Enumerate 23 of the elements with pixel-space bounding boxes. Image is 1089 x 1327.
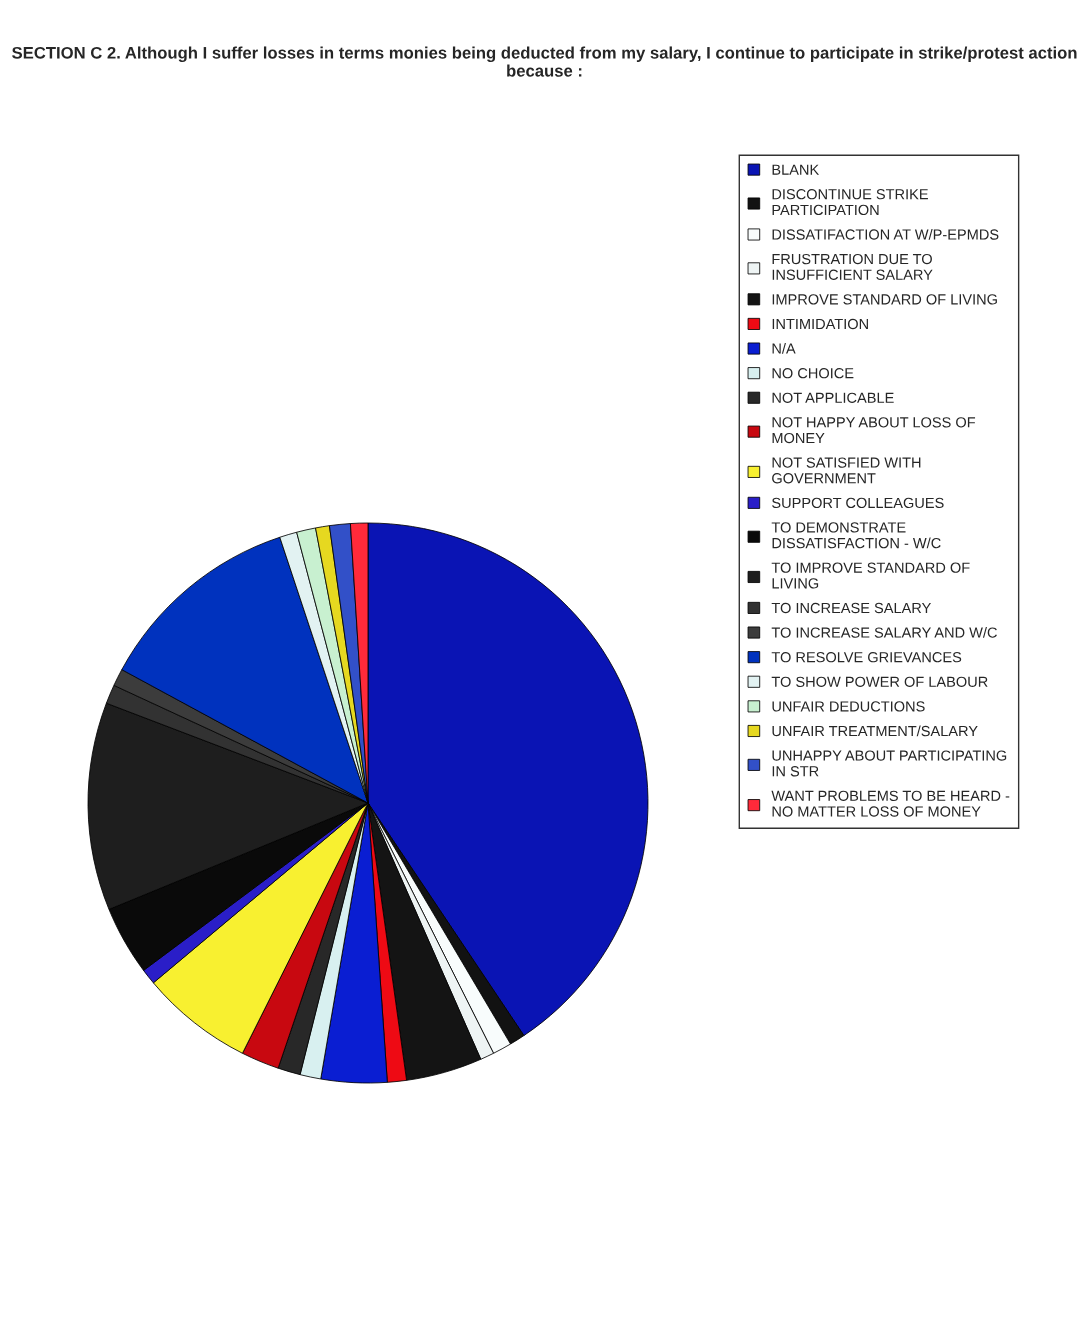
legend-label: TO DEMONSTRATE DISSATISFACTION - W/C [771,522,941,549]
chart-title: SECTION C 2. Although I suffer losses in terms monies being deducted from my salary, I continue to participate in strike/protest action because : [12,46,1077,77]
legend-label: INTIMIDATION [772,318,868,330]
legend-label: NOT HAPPY ABOUT LOSS OF MONEY [772,417,976,444]
legend-label: TO IMPROVE STANDARD OF LIVING [771,562,970,589]
legend-label: N/A [772,343,796,354]
legend-label: NOT SATISFIED WITH GOVERNMENT [772,457,921,484]
legend-label: SUPPORT COLLEAGUES [772,497,944,509]
legend-label: TO INCREASE SALARY [771,602,931,614]
legend-label: UNFAIR DEDUCTIONS [772,701,925,712]
legend-label: TO INCREASE SALARY AND W/C [771,627,997,638]
legend-label: UNHAPPY ABOUT PARTICIPATING IN STR [772,750,1007,777]
legend-label: FRUSTRATION DUE TO INSUFFICIENT SALARY [772,253,933,280]
legend-label: NOT APPLICABLE [772,392,894,403]
legend-label: IMPROVE STANDARD OF LIVING [772,294,997,305]
legend-label: DISCONTINUE STRIKE PARTICIPATION [772,189,928,216]
legend-label: DISSATIFACTION AT W/P-EPMDS [772,228,999,240]
legend-label: NO CHOICE [772,368,854,379]
legend-label: WANT PROBLEMS TO BE HEARD - NO MATTER LOSS OF MONEY [771,790,1010,817]
legend-label: BLANK [772,164,820,175]
legend-label: TO RESOLVE GRIEVANCES [771,652,962,663]
legend-label: TO SHOW POWER OF LABOUR [771,676,988,687]
legend-label: UNFAIR TREATMENT/SALARY [772,725,978,737]
